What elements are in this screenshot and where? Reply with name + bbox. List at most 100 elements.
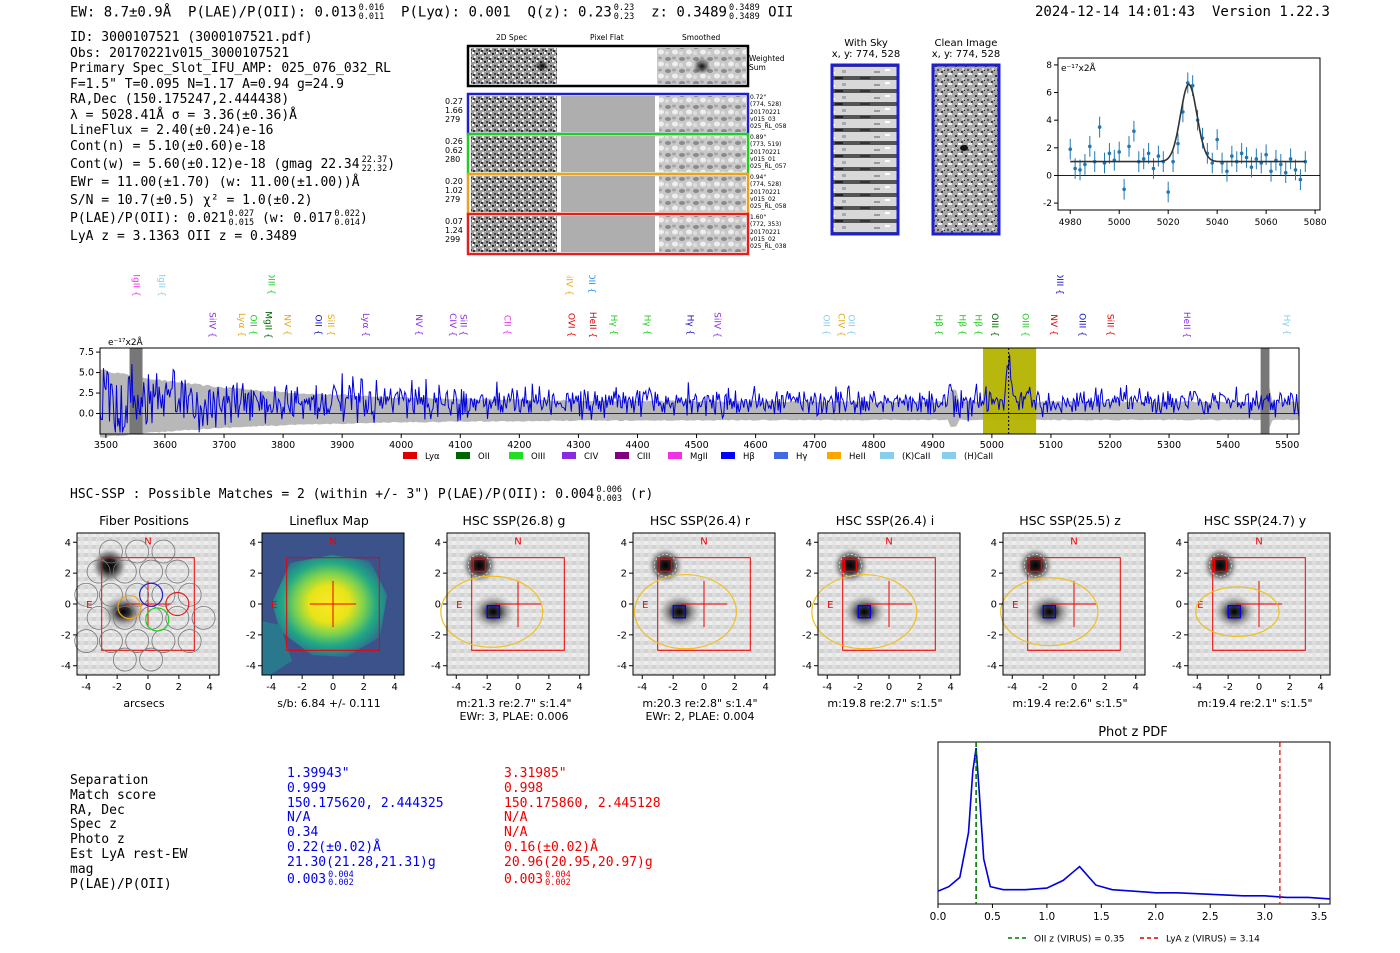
- m1-photoz: 0.34: [287, 825, 319, 841]
- panel-title-g: HSC SSP(26.8) g: [462, 513, 566, 528]
- row-2dspec: [471, 216, 557, 252]
- y-tick-label: 2: [1046, 144, 1052, 154]
- x-tick-label: -4: [1007, 682, 1017, 693]
- fiber: [125, 539, 150, 564]
- y-tick-label: -2: [246, 630, 256, 641]
- clean-image: [931, 63, 1001, 236]
- spectral-line-label: OII {: [313, 315, 323, 336]
- x-tick-label: 3700: [212, 440, 236, 451]
- north-label: N: [1070, 537, 1077, 548]
- header-summary: EW: 8.7±0.9Å P(LAE)/P(OII): 0.013 0.016 0.…: [70, 4, 793, 21]
- legend-swatch: [721, 452, 735, 459]
- x-tick-label: 0: [515, 682, 521, 693]
- legend-label: Hγ: [796, 452, 807, 462]
- match-2-marker: [472, 558, 487, 573]
- data-point: [1151, 166, 1156, 171]
- data-point: [1097, 125, 1102, 129]
- east-label: E: [827, 600, 833, 611]
- row3-right: 0.94" (774, 528) 20170221 v015_02 025_RL_058: [750, 174, 787, 211]
- panel-caption-g-2: EWr: 3, PLAE: 0.006: [459, 710, 569, 723]
- m2-lya-ew: 0.16(±0.02)Å: [504, 839, 598, 855]
- m2-separation: 3.31985": [504, 766, 567, 781]
- y-tick-label: 2: [250, 569, 256, 580]
- y-tick-label: 0: [991, 600, 997, 611]
- panel-title-r: HSC SSP(26.4) r: [649, 513, 751, 528]
- spectral-line-label: Hγ {: [685, 315, 695, 336]
- data-point: [1249, 165, 1254, 169]
- x-tick-label: 4000: [389, 440, 413, 451]
- x-tick-label: 0: [330, 682, 336, 693]
- star-mask: [1209, 554, 1232, 577]
- star-mask: [468, 554, 491, 577]
- fiber: [151, 582, 176, 607]
- y-tick-label: 2: [621, 569, 627, 580]
- spectrum-frame: [99, 347, 1300, 435]
- x-tick-label: 4: [1318, 682, 1324, 693]
- header-timestamp: 2024-12-14 14:01:43: [1034, 4, 1196, 20]
- row-pixelflat: [561, 176, 655, 212]
- row4-left: 0.07 1.24 299: [445, 217, 463, 244]
- flux-patch: [262, 621, 292, 675]
- spectral-line-label: SiIV {: [564, 275, 574, 296]
- fiber: [74, 629, 99, 653]
- y-tick-label: 4: [1046, 116, 1052, 126]
- row-pixelflat: [561, 136, 655, 172]
- legend-swatch: [774, 452, 788, 459]
- y-tick-label: 0: [1176, 600, 1182, 611]
- row-gap: [557, 96, 561, 132]
- data-point: [1122, 187, 1126, 192]
- x-tick-label: -4: [81, 682, 91, 693]
- x-tick-label: 4: [948, 682, 954, 693]
- spectral-line-label: OII {: [586, 275, 596, 293]
- spectrum-plot: [99, 348, 1300, 438]
- header-qz-hi: 0.23: [613, 3, 635, 13]
- x-tick-label: 3500: [94, 440, 118, 451]
- y-tick-label: 0: [806, 600, 812, 611]
- data-point: [1210, 161, 1215, 165]
- x-tick-label: 2: [1102, 682, 1108, 693]
- x-tick-label: 5060: [1255, 218, 1278, 228]
- fiber: [125, 582, 150, 607]
- y-tick-label: -4: [987, 661, 997, 672]
- header-plae: P(LAE)/P(OII): 0.013: [188, 4, 357, 21]
- aperture-ellipse: [1000, 577, 1099, 647]
- m1-mag: 21.30(21.28,21.31)g: [287, 854, 436, 870]
- panel-hsc: N E -4 -2 0 2 4 4 2 0 -2 -4: [987, 532, 1146, 693]
- x-tick-label: 2: [546, 682, 552, 693]
- north-label: N: [144, 537, 151, 548]
- y-tick-label: 0: [1046, 171, 1052, 181]
- spectral-line-label: OIII {: [1020, 313, 1030, 337]
- row2-left: 0.26 0.62 280: [445, 137, 463, 164]
- line-fit-axes: 4980 5000 5020 5040 5060 5080 8 6 4 2 0 -2: [1043, 61, 1327, 228]
- row-label-match-score: Match score: [70, 787, 157, 803]
- bright-star: [461, 547, 498, 584]
- panel-caption-fiber: arcsecs: [123, 697, 165, 710]
- x-tick-label: 4: [577, 682, 583, 693]
- x-tick-label: 2.0: [1147, 911, 1164, 923]
- aperture-box: [1212, 557, 1306, 651]
- m2-mag: 20.96(20.95,20.97)g: [504, 854, 653, 870]
- m1-radec: 150.175620, 2.444325: [287, 795, 444, 811]
- fiber: [99, 539, 123, 564]
- galaxy: [471, 593, 516, 630]
- east-label: E: [1012, 600, 1018, 611]
- flux-map: [272, 555, 387, 657]
- x-tick-label: 2: [732, 682, 738, 693]
- y-tick-label: -2: [987, 630, 997, 641]
- header-z: z: 0.3489: [651, 4, 727, 21]
- m2-match-score: 0.998: [504, 780, 544, 796]
- x-tick-label: 4600: [744, 440, 768, 451]
- x-tick-label: 5020: [1157, 218, 1180, 228]
- legend-label: (K)CaII: [902, 452, 930, 462]
- star-mask: [839, 554, 862, 577]
- match-2-marker: [843, 558, 858, 573]
- x-tick-label: 3.0: [1256, 911, 1273, 923]
- data-point: [1117, 150, 1122, 154]
- x-tick-label: 4700: [803, 440, 827, 451]
- row-gap: [655, 96, 659, 132]
- info-sn: S/N = 10.7(±0.5) χ² = 1.0(±0.2): [70, 192, 313, 208]
- y-tick-label: -2: [1172, 630, 1182, 641]
- row-2dspec: [471, 176, 557, 212]
- data-point: [1068, 147, 1073, 151]
